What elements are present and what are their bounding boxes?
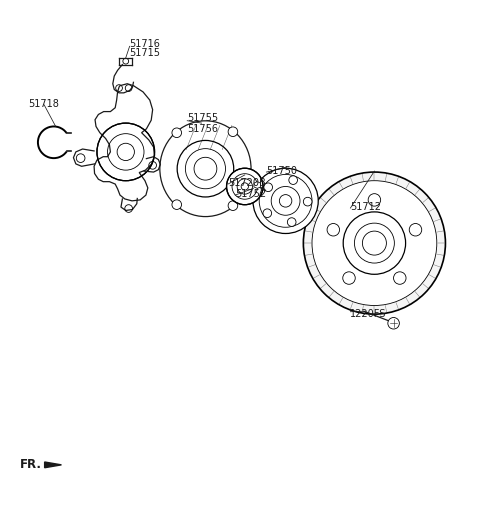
Circle shape — [263, 209, 272, 217]
Circle shape — [228, 201, 238, 211]
Text: 51752: 51752 — [235, 189, 266, 199]
Circle shape — [172, 128, 181, 138]
Text: FR.: FR. — [20, 458, 42, 471]
Text: 51715: 51715 — [130, 48, 161, 59]
Circle shape — [172, 200, 181, 210]
Circle shape — [289, 176, 298, 184]
Circle shape — [368, 194, 381, 206]
Circle shape — [394, 272, 406, 284]
Circle shape — [264, 183, 273, 192]
Text: 51755: 51755 — [187, 113, 218, 123]
Circle shape — [97, 123, 155, 181]
Ellipse shape — [160, 121, 251, 217]
Text: 51716: 51716 — [130, 39, 160, 49]
Circle shape — [343, 272, 355, 284]
Circle shape — [303, 197, 312, 206]
Text: 51750: 51750 — [266, 166, 298, 176]
Text: 51712: 51712 — [350, 202, 382, 212]
Circle shape — [409, 224, 422, 236]
Circle shape — [227, 168, 263, 204]
Polygon shape — [254, 182, 261, 188]
Circle shape — [228, 127, 238, 136]
Text: 1220FS: 1220FS — [350, 309, 387, 319]
Text: 51720B: 51720B — [228, 178, 266, 188]
Circle shape — [303, 172, 445, 314]
Circle shape — [288, 218, 296, 227]
Circle shape — [362, 231, 386, 255]
Circle shape — [253, 168, 318, 233]
Circle shape — [388, 318, 399, 329]
Circle shape — [312, 181, 437, 305]
Circle shape — [343, 212, 406, 274]
Text: 51756: 51756 — [187, 124, 218, 134]
Circle shape — [327, 224, 339, 236]
Text: 51718: 51718 — [28, 99, 59, 109]
Polygon shape — [45, 462, 61, 468]
